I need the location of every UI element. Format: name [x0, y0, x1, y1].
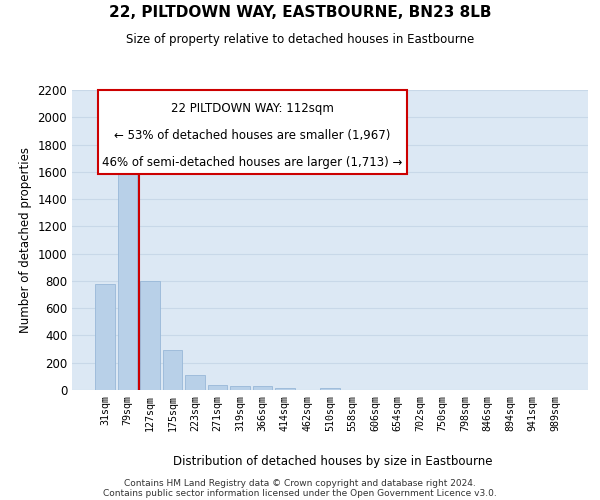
- Text: Contains HM Land Registry data © Crown copyright and database right 2024.: Contains HM Land Registry data © Crown c…: [124, 478, 476, 488]
- Text: ← 53% of detached houses are smaller (1,967): ← 53% of detached houses are smaller (1,…: [115, 129, 391, 142]
- Y-axis label: Number of detached properties: Number of detached properties: [19, 147, 32, 333]
- Text: Size of property relative to detached houses in Eastbourne: Size of property relative to detached ho…: [126, 32, 474, 46]
- Bar: [95, 284, 115, 390]
- Text: Contains public sector information licensed under the Open Government Licence v3: Contains public sector information licen…: [103, 488, 497, 498]
- Bar: [230, 386, 250, 390]
- FancyBboxPatch shape: [98, 90, 407, 174]
- Bar: [320, 388, 340, 390]
- Bar: [140, 281, 160, 390]
- Bar: [253, 386, 272, 390]
- Text: 22 PILTDOWN WAY: 112sqm: 22 PILTDOWN WAY: 112sqm: [171, 102, 334, 115]
- Bar: [118, 161, 137, 390]
- Bar: [208, 385, 227, 390]
- Text: 46% of semi-detached houses are larger (1,713) →: 46% of semi-detached houses are larger (…: [103, 156, 403, 169]
- Text: Distribution of detached houses by size in Eastbourne: Distribution of detached houses by size …: [173, 455, 493, 468]
- Bar: [275, 388, 295, 390]
- Text: 22, PILTDOWN WAY, EASTBOURNE, BN23 8LB: 22, PILTDOWN WAY, EASTBOURNE, BN23 8LB: [109, 5, 491, 20]
- Bar: [163, 350, 182, 390]
- Bar: [185, 374, 205, 390]
